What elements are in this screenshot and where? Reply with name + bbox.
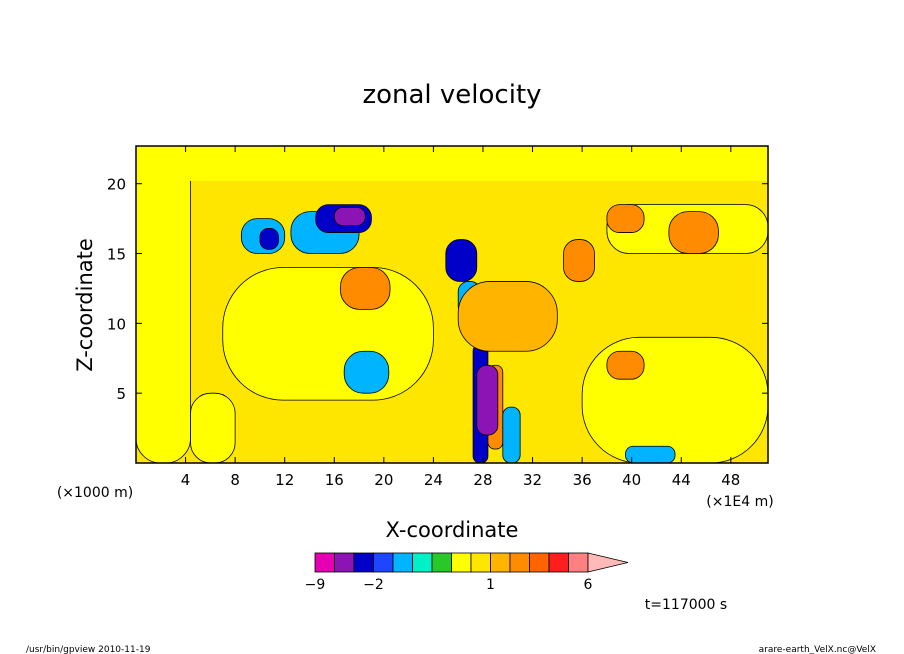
- plot-area: [135, 145, 769, 464]
- field-region-14: [445, 239, 478, 282]
- field-region-25: [457, 281, 558, 352]
- colorbar-label-1: −2: [363, 577, 384, 593]
- colorbar-cell-1: [334, 552, 355, 573]
- chart-title: zonal velocity: [362, 80, 541, 110]
- field-region-1: [135, 145, 191, 464]
- field-region-13: [340, 267, 391, 310]
- x-tick-label-0: 4: [181, 471, 191, 489]
- colorbar-cell-6: [431, 552, 452, 573]
- y-tick-label-0: 5: [116, 385, 126, 403]
- field-region-6: [190, 392, 236, 464]
- x-unit-label: (×1E4 m): [706, 494, 773, 510]
- y-tick-label-2: 15: [107, 246, 126, 264]
- x-tick-label-11: 48: [721, 471, 740, 489]
- x-tick-label-7: 32: [523, 471, 542, 489]
- colorbar-label-2: 1: [486, 577, 495, 593]
- field-region-19: [502, 406, 521, 464]
- x-tick-label-8: 36: [573, 471, 592, 489]
- x-tick-label-3: 16: [325, 471, 344, 489]
- plot-frame: [135, 145, 769, 464]
- field-region-12: [343, 350, 390, 394]
- colorbar-label-3: 6: [584, 577, 593, 593]
- colorbar-arrow: [587, 552, 629, 573]
- field-region-20: [563, 239, 595, 282]
- field-region-18: [476, 364, 499, 436]
- y-tick-label-1: 10: [107, 315, 126, 333]
- field-region-11: [259, 227, 279, 250]
- time-annotation: t=117000 s: [645, 597, 727, 613]
- colorbar-cell-3: [373, 552, 394, 573]
- colorbar-cell-9: [490, 552, 511, 573]
- x-tick-label-10: 44: [672, 471, 691, 489]
- field-region-23: [606, 350, 645, 380]
- x-tick-label-5: 24: [424, 471, 443, 489]
- x-tick-label-1: 8: [230, 471, 240, 489]
- x-tick-label-6: 28: [473, 471, 492, 489]
- x-axis-label: X-coordinate: [386, 518, 519, 542]
- colorbar-cell-7: [451, 552, 472, 573]
- colorbar-cell-2: [353, 552, 374, 573]
- colorbar-cell-0: [314, 552, 335, 573]
- colorbar-cell-12: [548, 552, 569, 573]
- colorbar-cell-8: [470, 552, 491, 573]
- y-axis-label: Z-coordinate: [73, 238, 97, 372]
- x-tick-label-2: 12: [275, 471, 294, 489]
- colorbar-cell-10: [509, 552, 530, 573]
- footer-left: /usr/bin/gpview 2010-11-19: [26, 645, 151, 654]
- colorbar-cell-5: [412, 552, 433, 573]
- colorbar-label-0: −9: [305, 577, 326, 593]
- footer-right: arare-earth_VelX.nc@VelX: [759, 645, 876, 654]
- z-unit-label: (×1000 m): [57, 485, 133, 501]
- x-tick-label-9: 40: [622, 471, 641, 489]
- field-region-2: [136, 146, 768, 181]
- colorbar: −9 −2 1 6: [305, 552, 629, 593]
- field-region-22: [668, 211, 719, 254]
- field-region-3: [222, 267, 434, 401]
- field-region-24: [625, 445, 676, 464]
- field-region-21: [606, 204, 645, 233]
- field-region-9: [333, 207, 366, 226]
- x-tick-label-4: 20: [374, 471, 393, 489]
- y-tick-label-3: 20: [107, 176, 126, 194]
- colorbar-cell-13: [568, 552, 589, 573]
- colorbar-cell-4: [392, 552, 413, 573]
- colorbar-cell-11: [529, 552, 550, 573]
